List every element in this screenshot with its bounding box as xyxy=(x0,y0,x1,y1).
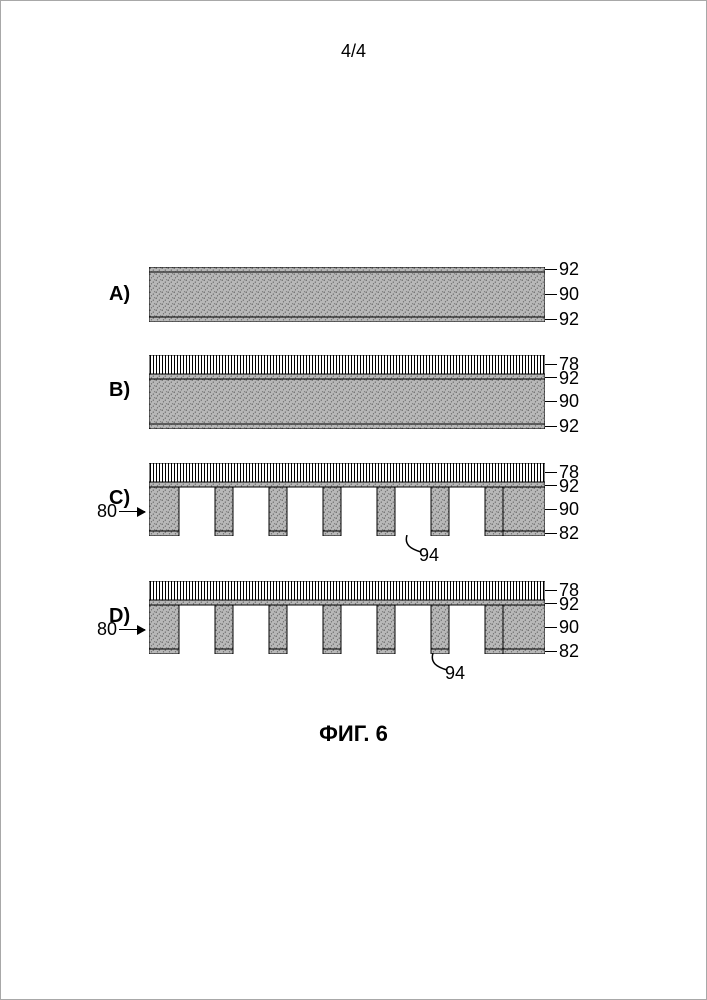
leader xyxy=(545,269,557,270)
cap-p4 xyxy=(377,531,395,536)
page: 4/4 A) B) C) D) 92 90 92 xyxy=(0,0,707,1000)
layer-78 xyxy=(149,581,545,600)
arrow-80-d xyxy=(119,629,145,630)
ref-94-c: 94 xyxy=(419,545,439,566)
pillar-4 xyxy=(377,487,395,531)
leader xyxy=(545,426,557,427)
leader xyxy=(545,294,557,295)
ref-90-c: 90 xyxy=(559,499,579,520)
ref-82-c: 82 xyxy=(559,523,579,544)
layer-92-bot xyxy=(149,317,545,322)
leader xyxy=(545,401,557,402)
cap-p3 xyxy=(323,531,341,536)
leader xyxy=(545,319,557,320)
ref-90-d: 90 xyxy=(559,617,579,638)
leader xyxy=(545,651,557,652)
left-block xyxy=(149,487,179,531)
bottom-cap-right xyxy=(503,531,545,536)
ref-94-d: 94 xyxy=(445,663,465,684)
ref-80-c: 80 xyxy=(97,501,117,522)
pillar-2 xyxy=(269,487,287,531)
pillar-3 xyxy=(323,605,341,649)
pillar-1 xyxy=(215,605,233,649)
panel-c-figure xyxy=(149,463,545,536)
ref-90-b: 90 xyxy=(559,391,579,412)
ref-92-b-bot: 92 xyxy=(559,416,579,437)
cap-p5 xyxy=(431,531,449,536)
layer-92-top xyxy=(149,374,545,379)
panel-a-label: A) xyxy=(109,283,130,306)
pillar-5 xyxy=(431,487,449,531)
leader xyxy=(545,533,557,534)
layer-92 xyxy=(149,600,545,605)
ref-80-d: 80 xyxy=(97,619,117,640)
leader xyxy=(545,509,557,510)
figure-caption: ФИГ. 6 xyxy=(1,721,706,747)
layer-92-bot xyxy=(149,424,545,429)
leader xyxy=(545,485,557,486)
ref-92-c: 92 xyxy=(559,476,579,497)
ref-90-a: 90 xyxy=(559,284,579,305)
pillar-6 xyxy=(485,605,503,649)
pillar-4 xyxy=(377,605,395,649)
leader xyxy=(545,364,557,365)
left-block xyxy=(149,605,179,649)
leader xyxy=(545,377,557,378)
arrow-80-c xyxy=(119,511,145,512)
panel-b-figure xyxy=(149,355,545,429)
layer-78 xyxy=(149,355,545,374)
layer-78 xyxy=(149,463,545,482)
pillar-3 xyxy=(323,487,341,531)
cap-p6 xyxy=(485,649,503,654)
bottom-cap-right xyxy=(503,649,545,654)
ref-92-a-top: 92 xyxy=(559,259,579,280)
right-block xyxy=(503,487,545,531)
leader xyxy=(545,472,557,473)
layer-92 xyxy=(149,482,545,487)
cap-p1 xyxy=(215,531,233,536)
bottom-cap-left xyxy=(149,531,179,536)
pillar-1 xyxy=(215,487,233,531)
cap-p1 xyxy=(215,649,233,654)
cap-p3 xyxy=(323,649,341,654)
bottom-cap-left xyxy=(149,649,179,654)
layer-90 xyxy=(149,272,545,317)
page-number: 4/4 xyxy=(1,41,706,62)
right-block xyxy=(503,605,545,649)
leader xyxy=(545,627,557,628)
panel-d-figure xyxy=(149,581,545,654)
leader xyxy=(545,590,557,591)
cap-p4 xyxy=(377,649,395,654)
pillar-2 xyxy=(269,605,287,649)
ref-92-b-top: 92 xyxy=(559,368,579,389)
layer-92-top xyxy=(149,267,545,272)
pillar-6 xyxy=(485,487,503,531)
panel-a-figure xyxy=(149,267,545,322)
cap-p2 xyxy=(269,649,287,654)
cap-p2 xyxy=(269,531,287,536)
ref-82-d: 82 xyxy=(559,641,579,662)
ref-92-a-bot: 92 xyxy=(559,309,579,330)
layer-90 xyxy=(149,379,545,424)
leader xyxy=(545,603,557,604)
pillar-5 xyxy=(431,605,449,649)
ref-92-d: 92 xyxy=(559,594,579,615)
panel-b-label: B) xyxy=(109,379,130,402)
cap-p6 xyxy=(485,531,503,536)
